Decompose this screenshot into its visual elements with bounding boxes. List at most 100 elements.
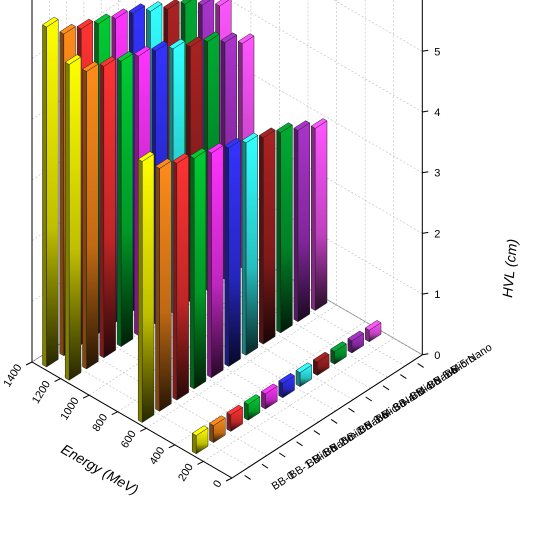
bar-side-face (82, 68, 87, 370)
z-tick (422, 353, 429, 356)
bar-side-face (243, 401, 249, 421)
bar-side-face (295, 369, 301, 388)
bar-front-face (68, 56, 82, 381)
bar-top-face (155, 158, 172, 169)
bar-top-face (276, 122, 293, 133)
bar-side-face (137, 158, 143, 423)
bar-side-face (59, 31, 65, 357)
grid-hvl (31, 0, 423, 120)
category-tick (261, 463, 269, 469)
z-tick-label: 2 (434, 228, 440, 240)
bar-top-face (168, 38, 186, 50)
bar-top-face (197, 0, 211, 6)
bar-side-face (209, 422, 214, 444)
bar-top-face (312, 351, 330, 363)
bar-top-face (99, 56, 117, 67)
x-tick-label: 200 (176, 462, 196, 484)
x-axis-line (31, 361, 233, 479)
bar-top-face (209, 415, 226, 426)
bar-top-face (59, 23, 76, 35)
bar-top-face (128, 3, 146, 14)
bar-front-face (263, 129, 276, 345)
bar (312, 351, 330, 376)
z-tick (422, 49, 429, 52)
bar-top-face (243, 394, 261, 405)
bar-side-face (278, 380, 283, 399)
z-tick-label: 3 (434, 168, 440, 180)
bar (99, 56, 117, 359)
x-tick-label: 600 (119, 429, 139, 451)
bar (260, 383, 278, 410)
bar (191, 425, 209, 455)
grid-hvl (31, 117, 423, 241)
category-tick (382, 385, 390, 391)
bar-side-face (241, 140, 247, 356)
bar-side-face (293, 127, 299, 323)
category-label: BB-5 Nano (443, 342, 495, 381)
bar-front-face (86, 63, 99, 370)
grid-category-floor (101, 316, 302, 434)
bar-top-face (137, 151, 155, 162)
category-tick (313, 430, 321, 436)
bar (278, 373, 295, 399)
bar-front-face (228, 139, 241, 367)
bar-front-face (245, 134, 259, 356)
bar-side-face (261, 391, 266, 410)
bar (155, 158, 172, 412)
bar-side-face (64, 61, 70, 381)
bar-side-face (313, 359, 318, 376)
category-tick (330, 418, 338, 424)
bar (116, 51, 134, 348)
bar-top-face (364, 320, 382, 331)
bar-front-face (297, 122, 310, 323)
bar-top-face (42, 16, 59, 28)
z-tick (422, 231, 429, 234)
bar-side-face (207, 150, 212, 379)
bar-top-face (258, 127, 276, 138)
bar-top-face (76, 18, 94, 30)
category-tick (417, 362, 424, 368)
bar-top-face (215, 0, 230, 7)
x-tick (225, 477, 233, 482)
x-tick-label: 1000 (59, 395, 82, 422)
bar-front-face (46, 19, 59, 368)
x-tick-label: 800 (90, 412, 110, 434)
chart-bars (42, 0, 382, 455)
bar-side-face (99, 63, 105, 359)
bar (241, 132, 259, 356)
bar-top-face (237, 33, 255, 44)
bar (226, 404, 244, 432)
x-tick-label: 400 (147, 445, 167, 467)
bar-front-face (176, 155, 189, 401)
z-tick-label: 1 (434, 289, 440, 301)
bar (347, 330, 365, 354)
bar-top-face (180, 0, 192, 5)
z-tick (422, 292, 429, 295)
bar-top-face (330, 341, 347, 352)
bar-top-face (163, 0, 180, 10)
bar-front-face (280, 124, 293, 334)
bar-top-face (133, 45, 151, 57)
grid-category-floor (49, 350, 250, 468)
bar-side-face (330, 348, 335, 365)
bar-side-face (172, 160, 178, 401)
x-tick-label: 0 (211, 478, 224, 490)
bar-side-face (155, 165, 160, 412)
bar (82, 61, 99, 370)
bar-side-face (224, 145, 229, 367)
bar-side-face (226, 412, 232, 432)
bar-side-face (189, 155, 195, 390)
grid-energy-floor (203, 337, 394, 462)
bar (258, 127, 276, 345)
grid-category-floor (83, 328, 285, 445)
bar-top-face (220, 32, 238, 43)
x-tick-label: 1400 (1, 362, 24, 389)
category-tick (278, 452, 286, 458)
bar-top-face (151, 40, 168, 52)
bar (224, 137, 241, 367)
bar-top-face (116, 51, 134, 62)
x-tick (54, 378, 61, 383)
x-tick (82, 394, 90, 399)
bar-side-face (191, 432, 197, 455)
